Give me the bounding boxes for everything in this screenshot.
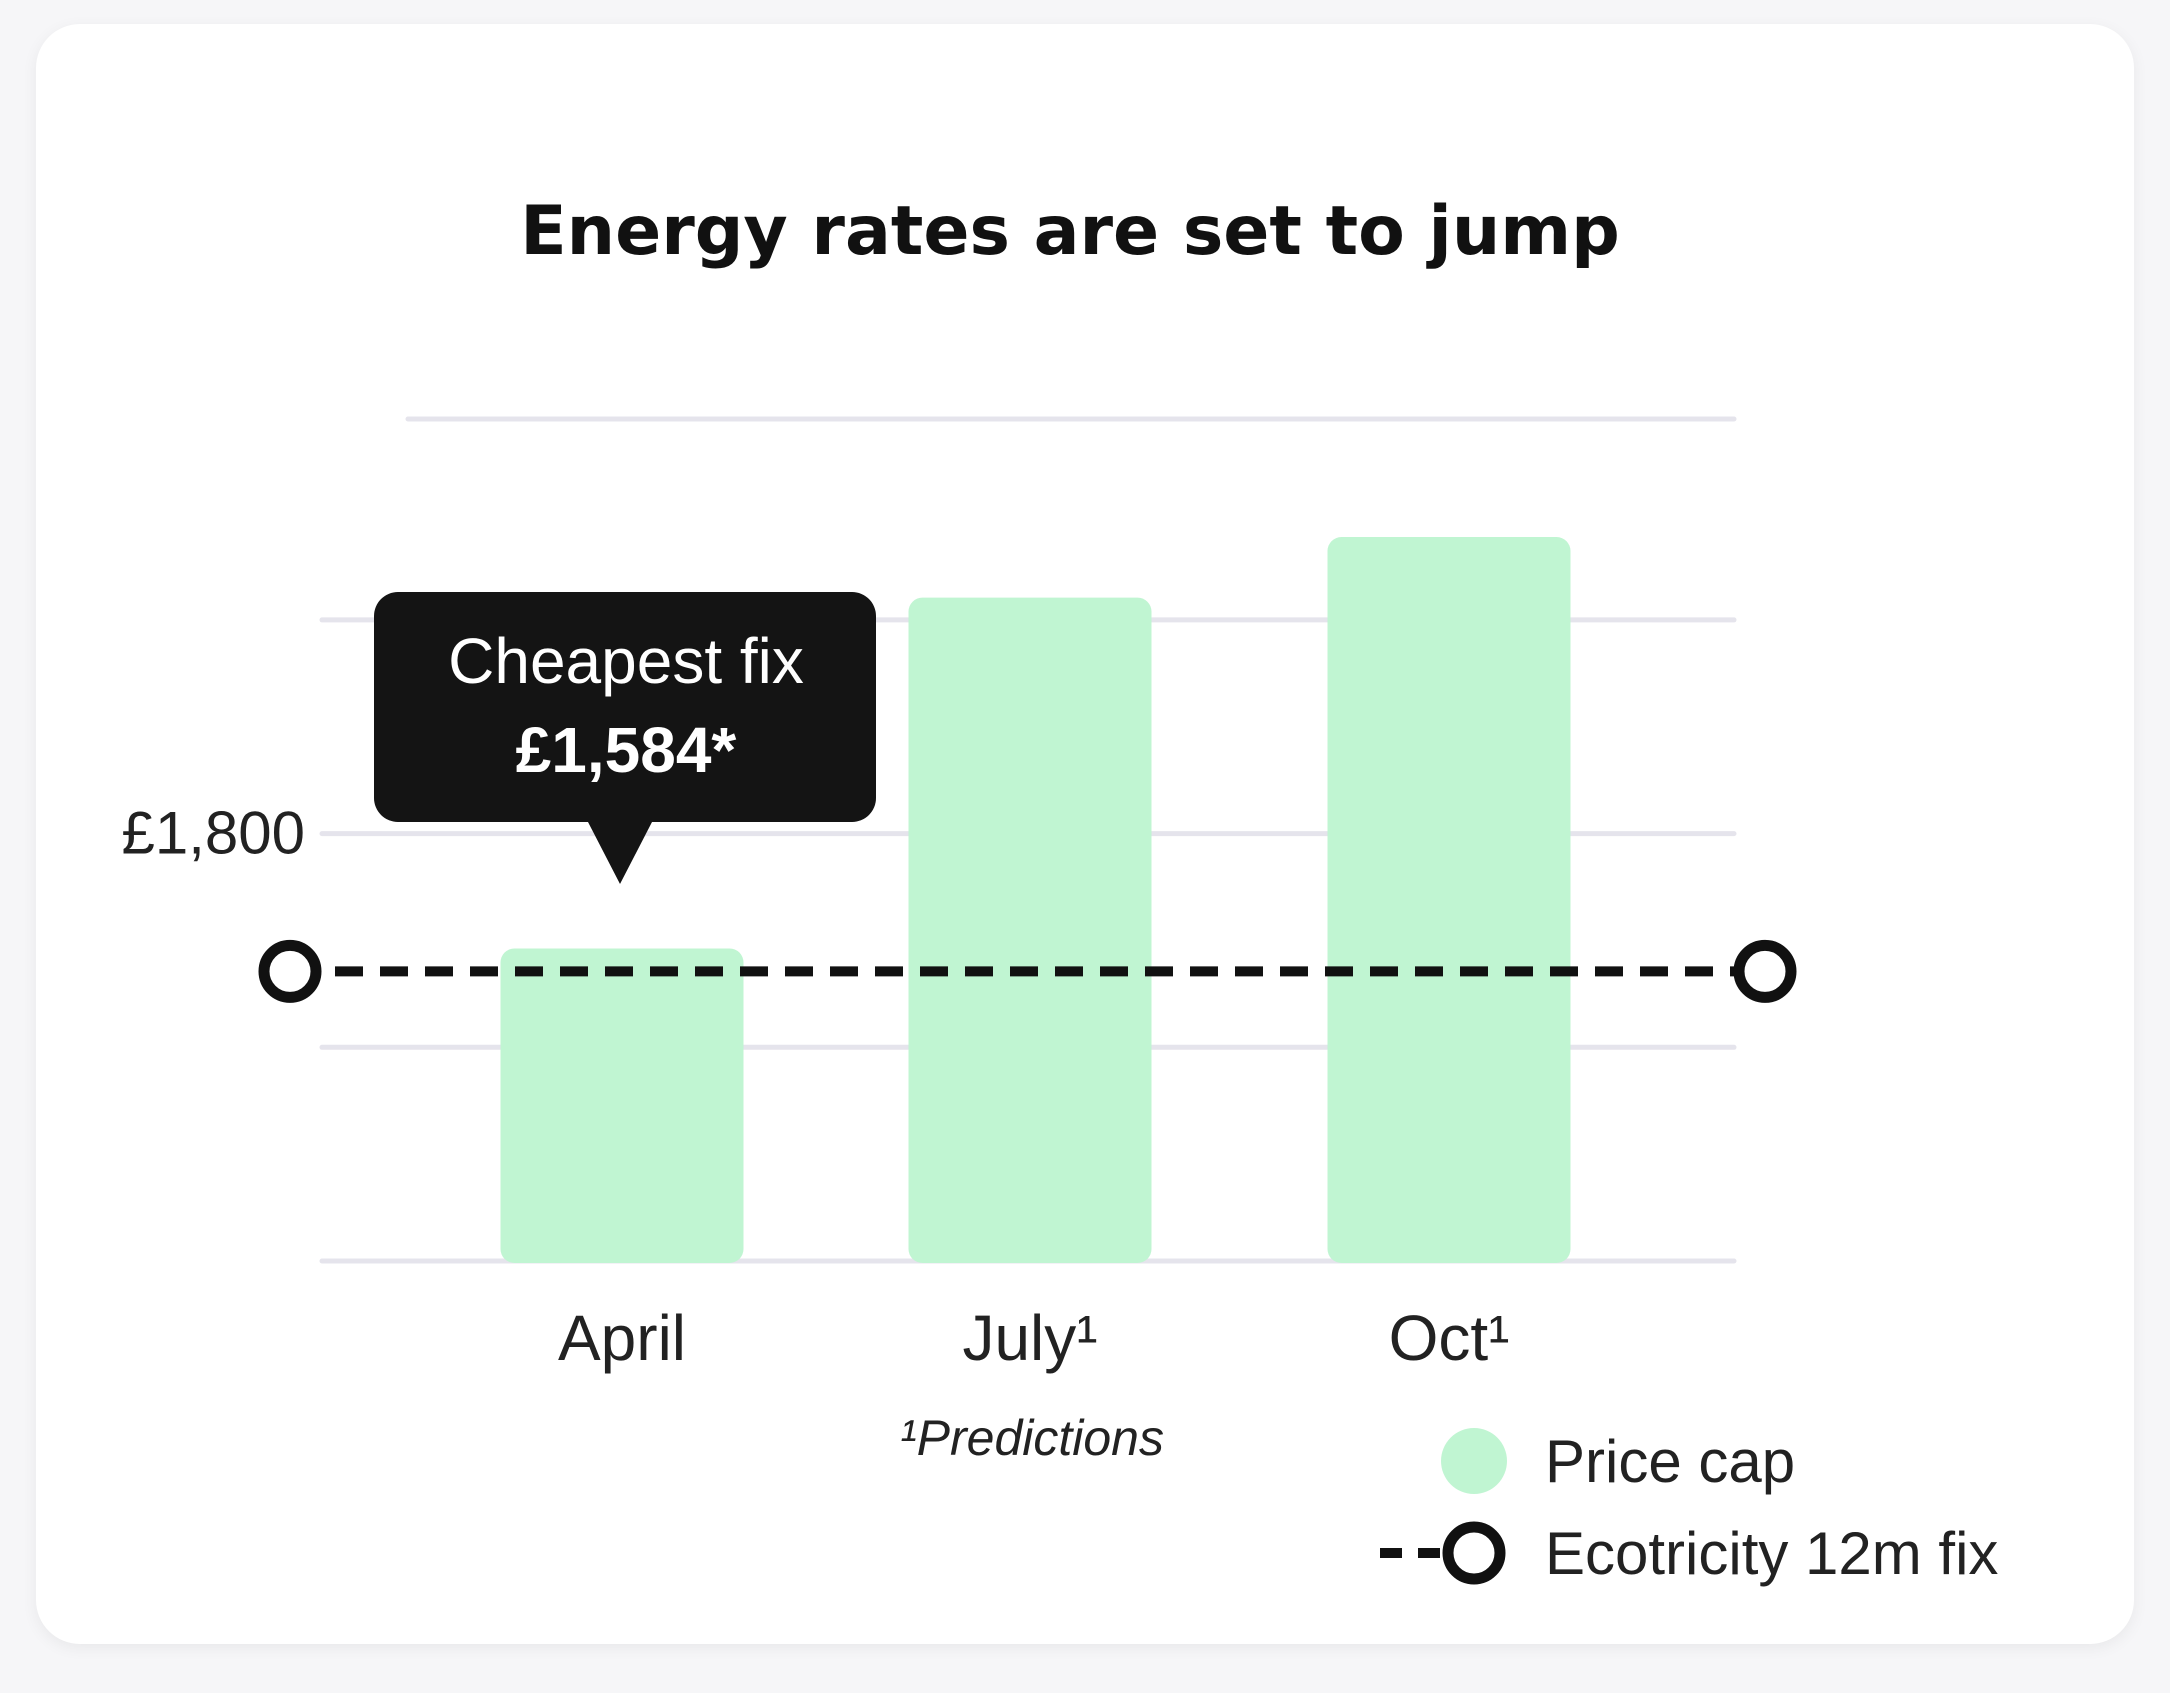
tooltip-line2: £1,584* xyxy=(516,714,737,786)
tooltip-box xyxy=(374,592,876,822)
reference-line xyxy=(258,939,1797,1003)
legend-swatch-marker xyxy=(1442,1521,1506,1585)
legend-swatch-price-cap xyxy=(1441,1428,1507,1494)
legend-label-price-cap: Price cap xyxy=(1545,1428,1795,1495)
x-tick-label: April xyxy=(558,1302,686,1374)
bar-2 xyxy=(1327,537,1571,1263)
tooltip-pointer xyxy=(588,822,652,884)
reference-marker-end xyxy=(1733,939,1797,1003)
y-tick-label: £1,800 xyxy=(121,800,305,867)
x-tick-label: Oct¹ xyxy=(1389,1302,1510,1374)
legend: Price cap Ecotricity 12m fix xyxy=(1380,1428,1998,1587)
predictions-footnote: ¹Predictions xyxy=(900,1410,1164,1466)
tooltip-line1: Cheapest fix xyxy=(448,625,804,697)
bar-1 xyxy=(908,597,1152,1263)
bar-0 xyxy=(500,948,744,1263)
reference-marker-start xyxy=(258,939,322,1003)
x-axis-labels: April July¹ Oct¹ xyxy=(558,1302,1509,1374)
cheapest-fix-tooltip: Cheapest fix £1,584* xyxy=(374,592,876,884)
bars xyxy=(500,537,1571,1263)
x-tick-label: July¹ xyxy=(962,1302,1097,1374)
chart-title: Energy rates are set to jump xyxy=(520,192,1620,271)
legend-label-ecotricity-fix: Ecotricity 12m fix xyxy=(1545,1520,1998,1587)
